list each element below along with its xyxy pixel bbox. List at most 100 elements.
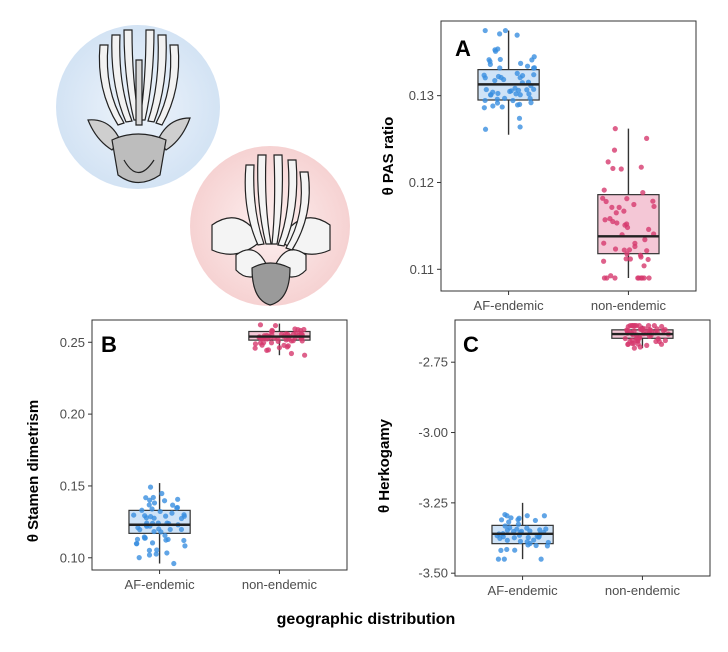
data-point xyxy=(507,525,513,531)
data-point xyxy=(605,159,611,165)
data-point xyxy=(527,95,533,102)
data-point xyxy=(610,165,616,172)
data-point xyxy=(629,323,635,329)
panel-b-frame xyxy=(91,319,348,571)
data-point xyxy=(481,72,487,78)
data-point xyxy=(281,342,287,348)
data-point xyxy=(261,340,267,346)
y-tick-label: -3.00 xyxy=(418,425,448,440)
data-point xyxy=(497,65,503,71)
red-circle xyxy=(190,146,350,306)
data-point xyxy=(662,337,668,344)
data-point xyxy=(514,32,520,38)
data-point xyxy=(622,335,628,342)
data-point xyxy=(640,190,646,196)
data-point xyxy=(488,92,494,98)
data-point xyxy=(624,196,630,202)
data-point xyxy=(645,256,651,263)
panel-a-y-label: θ PAS ratio xyxy=(380,117,397,196)
data-point xyxy=(497,535,503,542)
panel-c-letter: C xyxy=(463,332,479,357)
data-point xyxy=(171,560,177,567)
x-tick-label: AF-endemic xyxy=(474,298,545,313)
data-point xyxy=(531,54,537,60)
box-non-endemic xyxy=(248,322,311,358)
data-point xyxy=(602,217,608,223)
data-point xyxy=(624,221,630,227)
data-point xyxy=(601,187,607,193)
data-point xyxy=(650,198,656,204)
data-point xyxy=(175,496,181,502)
data-point xyxy=(515,521,521,527)
data-point xyxy=(524,63,531,69)
data-point xyxy=(601,258,607,264)
data-point xyxy=(601,240,607,246)
data-point xyxy=(504,546,510,553)
data-point xyxy=(147,484,154,490)
data-point xyxy=(525,534,531,541)
panel-a-letter: A xyxy=(455,36,471,61)
data-point xyxy=(651,203,657,210)
data-point xyxy=(149,506,155,512)
x-tick-label: AF-endemic xyxy=(488,583,559,598)
box-non-endemic xyxy=(597,126,660,281)
box-af-endemic xyxy=(491,502,554,562)
data-point xyxy=(148,513,154,520)
data-point xyxy=(644,135,650,141)
data-point xyxy=(510,97,516,104)
data-point xyxy=(252,345,258,351)
data-point xyxy=(531,72,537,78)
data-point xyxy=(607,216,613,222)
data-point xyxy=(158,529,164,535)
data-point xyxy=(131,512,137,518)
y-tick-label: 0.10 xyxy=(60,550,85,565)
data-point xyxy=(655,336,661,342)
data-point xyxy=(608,273,614,279)
data-point xyxy=(135,525,141,531)
data-point xyxy=(526,91,532,97)
data-point xyxy=(159,490,165,497)
data-point xyxy=(268,328,275,335)
data-point xyxy=(150,494,156,501)
data-point xyxy=(524,87,530,93)
data-point xyxy=(625,324,631,330)
data-point xyxy=(482,97,488,104)
data-point xyxy=(609,204,615,210)
data-point xyxy=(641,263,647,269)
data-point xyxy=(482,27,488,34)
data-point xyxy=(624,328,630,334)
data-point xyxy=(660,328,667,334)
x-tick-label: non-endemic xyxy=(605,583,681,598)
data-point xyxy=(531,86,537,92)
data-point xyxy=(601,275,608,281)
data-point xyxy=(494,96,500,102)
data-point xyxy=(506,519,512,525)
data-point xyxy=(501,76,507,83)
data-point xyxy=(518,60,524,66)
flower-illustrations xyxy=(56,25,350,306)
panel-c-frame xyxy=(454,319,711,577)
data-point xyxy=(517,101,523,107)
data-point xyxy=(646,226,652,233)
data-point xyxy=(600,195,606,201)
data-point xyxy=(165,536,171,543)
y-tick-label: -2.75 xyxy=(418,355,448,370)
data-point xyxy=(621,208,627,214)
x-tick-label: non-endemic xyxy=(591,298,667,313)
data-point xyxy=(621,247,627,253)
data-point xyxy=(162,532,168,539)
data-point xyxy=(146,502,152,508)
data-point xyxy=(644,248,650,254)
data-point xyxy=(612,126,618,132)
y-tick-label: 0.15 xyxy=(60,478,85,493)
data-point xyxy=(513,91,519,97)
panel-b-stamen-dimetrism: 0.10 0.15 0.20 0.25 AF-endemic non-endemic B… xyxy=(25,319,348,592)
data-point xyxy=(511,535,517,541)
data-point xyxy=(517,124,523,130)
x-tick-label: AF-endemic xyxy=(125,577,196,592)
panel-b-y-label: θ Stamen dimetrism xyxy=(25,400,42,542)
box-af-endemic xyxy=(477,27,540,135)
data-point xyxy=(502,523,508,529)
data-point xyxy=(169,510,175,516)
